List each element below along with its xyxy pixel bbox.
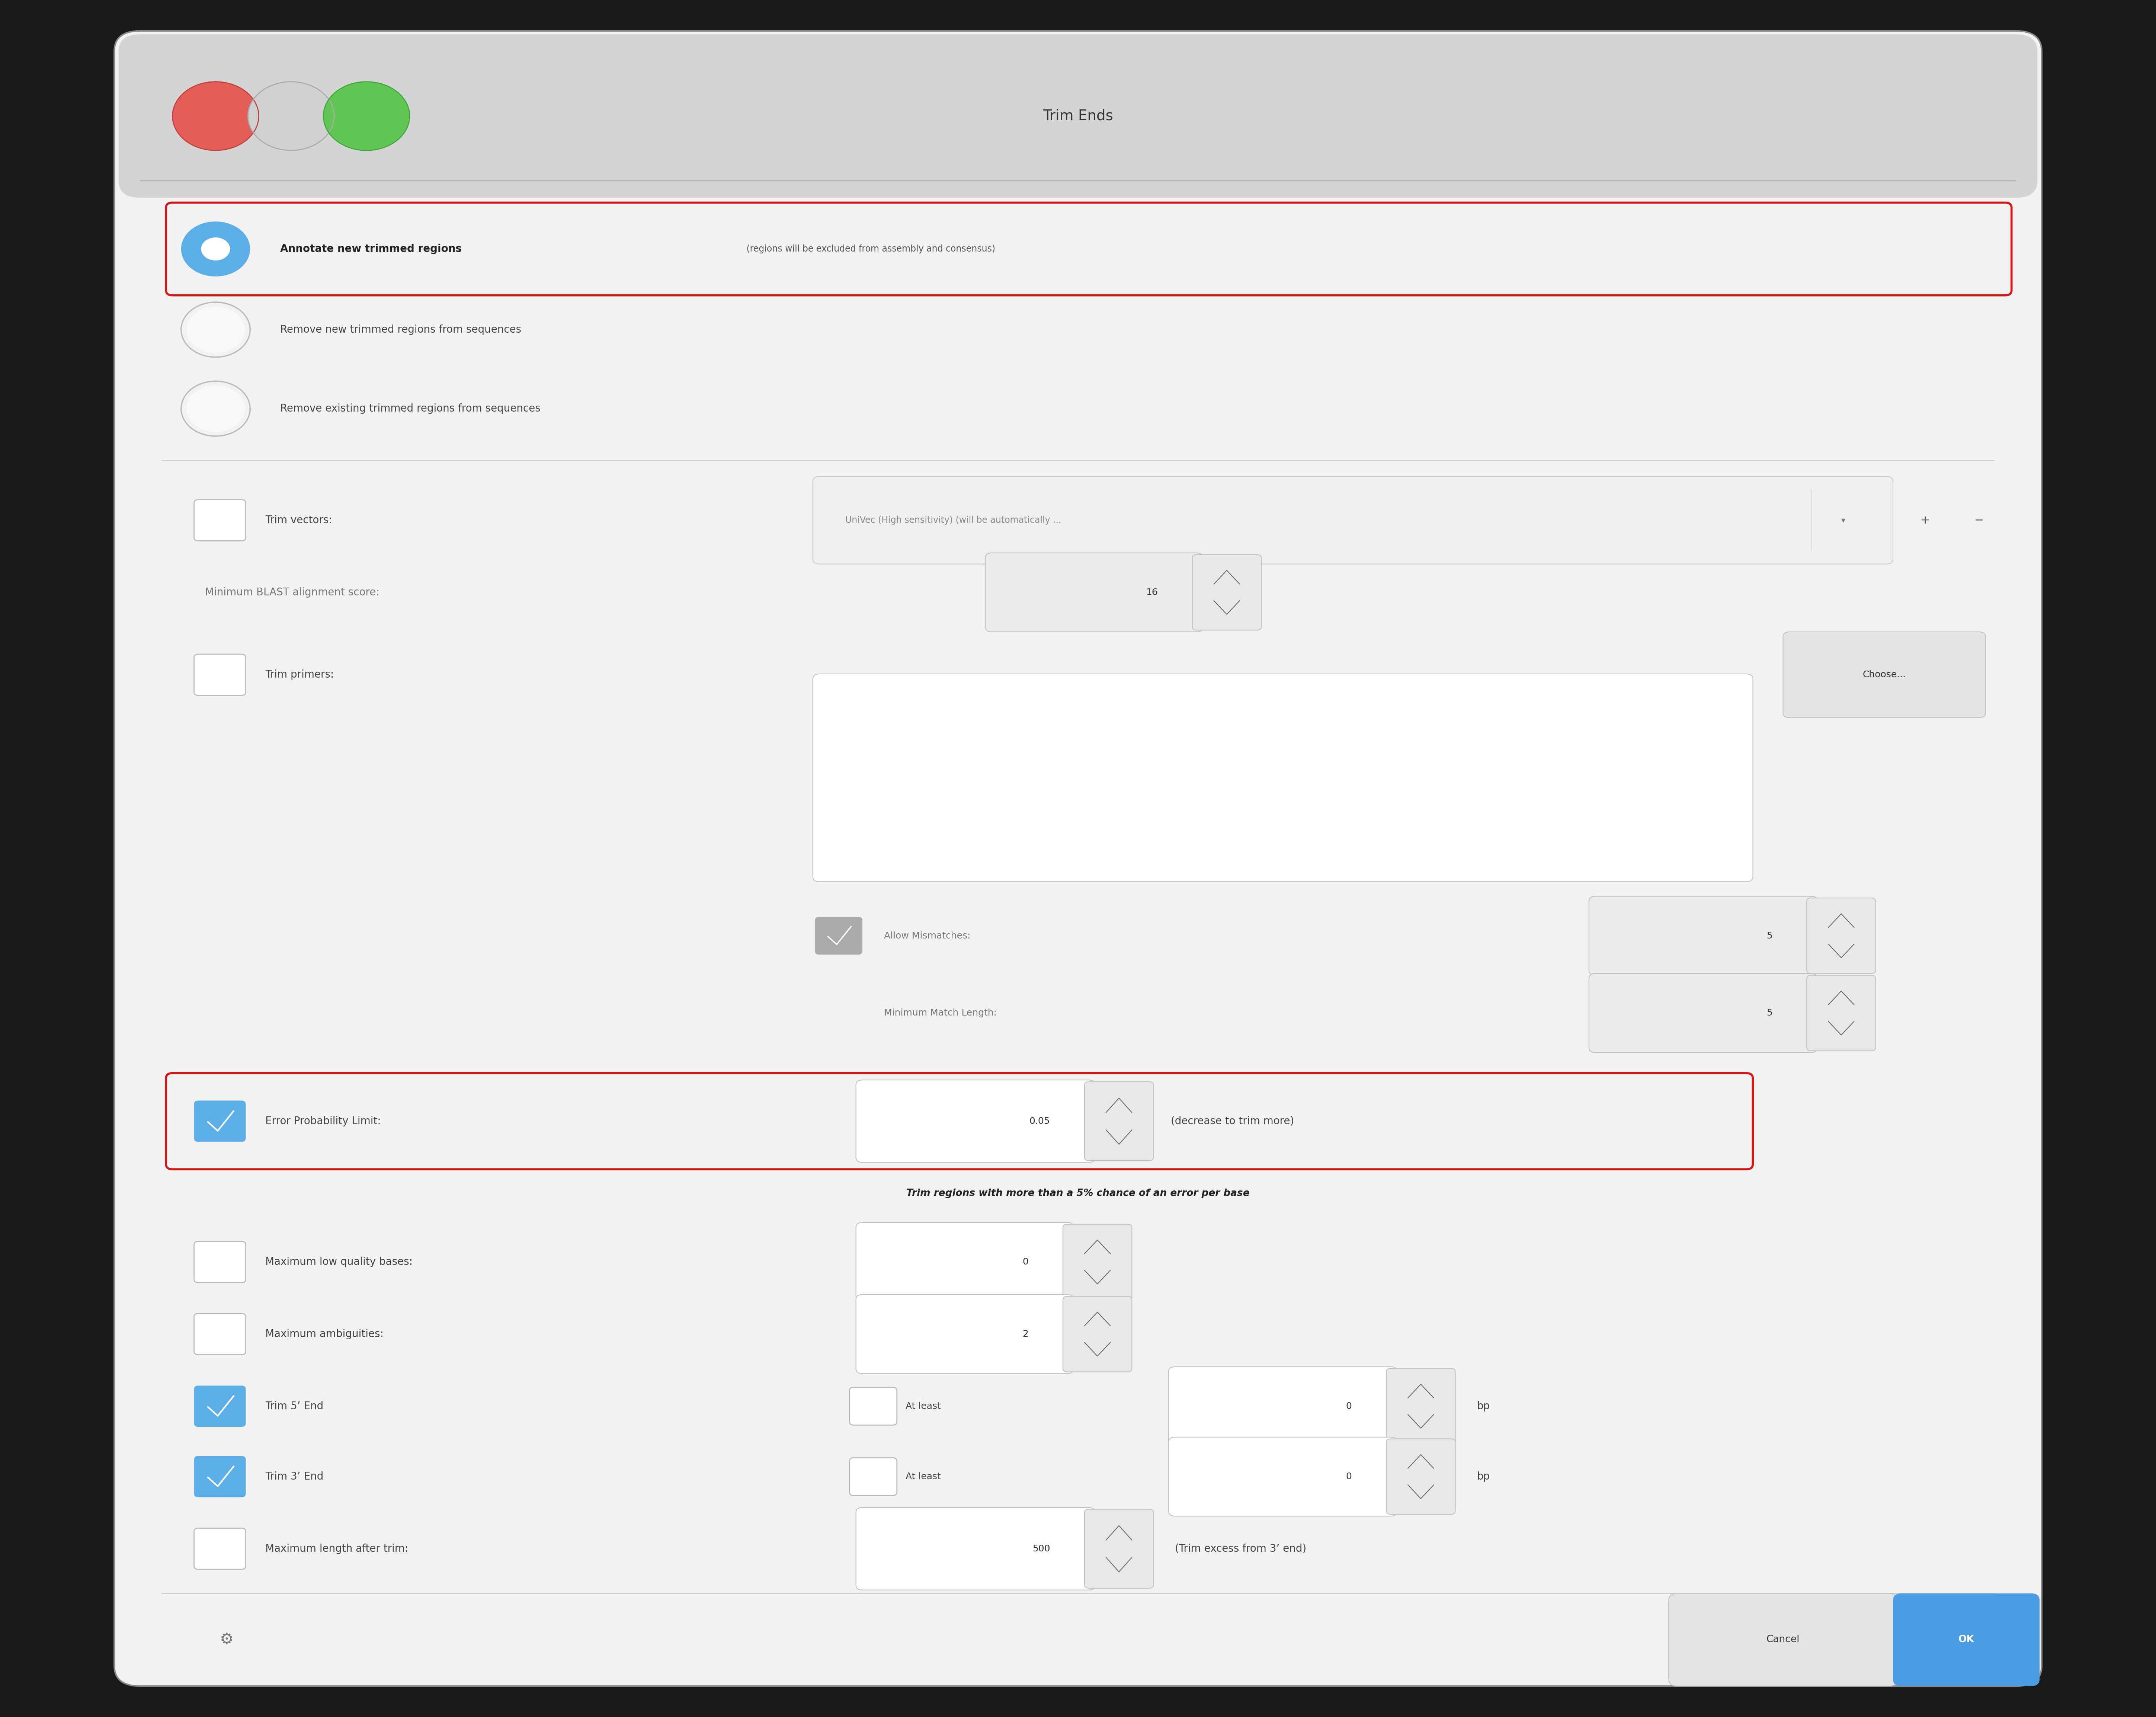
FancyBboxPatch shape	[1386, 1439, 1455, 1514]
Text: Minimum Match Length:: Minimum Match Length:	[884, 1008, 996, 1018]
Text: Annotate new trimmed regions: Annotate new trimmed regions	[280, 244, 461, 254]
FancyBboxPatch shape	[1169, 1367, 1397, 1446]
FancyBboxPatch shape	[985, 553, 1203, 632]
FancyBboxPatch shape	[1084, 1082, 1153, 1161]
Text: (Trim excess from 3’ end): (Trim excess from 3’ end)	[1175, 1544, 1307, 1554]
FancyBboxPatch shape	[1063, 1296, 1132, 1372]
Circle shape	[185, 306, 246, 354]
Text: +: +	[1921, 515, 1930, 525]
FancyBboxPatch shape	[856, 1508, 1095, 1590]
FancyBboxPatch shape	[1589, 974, 1818, 1053]
Text: Error Probability Limit:: Error Probability Limit:	[265, 1116, 382, 1126]
FancyBboxPatch shape	[194, 1314, 246, 1355]
Circle shape	[323, 82, 410, 151]
FancyBboxPatch shape	[849, 1387, 897, 1425]
FancyBboxPatch shape	[1807, 898, 1876, 974]
Text: (regions will be excluded from assembly and consensus): (regions will be excluded from assembly …	[744, 244, 996, 254]
FancyBboxPatch shape	[1084, 1509, 1153, 1588]
Text: 5: 5	[1766, 1008, 1772, 1018]
Text: Cancel: Cancel	[1766, 1635, 1800, 1645]
Text: −: −	[1975, 515, 1984, 525]
FancyBboxPatch shape	[1063, 1224, 1132, 1300]
Circle shape	[248, 82, 334, 151]
FancyBboxPatch shape	[856, 1295, 1074, 1374]
FancyBboxPatch shape	[194, 1386, 246, 1427]
Text: 16: 16	[1145, 587, 1158, 598]
FancyBboxPatch shape	[856, 1080, 1095, 1162]
FancyBboxPatch shape	[194, 1101, 246, 1142]
Text: Allow Mismatches:: Allow Mismatches:	[884, 931, 970, 941]
FancyBboxPatch shape	[194, 1456, 246, 1497]
Text: Trim 5’ End: Trim 5’ End	[265, 1401, 323, 1411]
FancyBboxPatch shape	[194, 654, 246, 695]
Text: (decrease to trim more): (decrease to trim more)	[1171, 1116, 1294, 1126]
FancyBboxPatch shape	[1386, 1368, 1455, 1444]
Text: 0: 0	[1345, 1401, 1352, 1411]
FancyBboxPatch shape	[849, 1458, 897, 1496]
Text: ⚙: ⚙	[220, 1631, 233, 1648]
Text: 0: 0	[1345, 1471, 1352, 1482]
Text: Trim 3’ End: Trim 3’ End	[265, 1471, 323, 1482]
Text: At least: At least	[906, 1471, 940, 1482]
Text: At least: At least	[906, 1401, 940, 1411]
FancyBboxPatch shape	[815, 917, 862, 955]
Text: Maximum length after trim:: Maximum length after trim:	[265, 1544, 407, 1554]
Text: 0: 0	[1022, 1257, 1028, 1267]
Circle shape	[185, 385, 246, 433]
FancyBboxPatch shape	[194, 1528, 246, 1569]
Text: Remove new trimmed regions from sequences: Remove new trimmed regions from sequence…	[280, 325, 522, 335]
Text: UniVec (High sensitivity) (will be automatically ...: UniVec (High sensitivity) (will be autom…	[845, 515, 1061, 525]
Text: Trim Ends: Trim Ends	[1044, 108, 1112, 124]
FancyBboxPatch shape	[1589, 896, 1818, 975]
Text: 500: 500	[1033, 1544, 1050, 1554]
FancyBboxPatch shape	[1669, 1593, 1897, 1686]
Text: Trim vectors:: Trim vectors:	[265, 515, 332, 525]
FancyBboxPatch shape	[813, 673, 1753, 883]
Text: Maximum low quality bases:: Maximum low quality bases:	[265, 1257, 412, 1267]
Text: Minimum BLAST alignment score:: Minimum BLAST alignment score:	[205, 587, 379, 598]
Circle shape	[181, 221, 250, 276]
Circle shape	[201, 237, 231, 261]
FancyBboxPatch shape	[1783, 632, 1986, 718]
FancyBboxPatch shape	[1807, 975, 1876, 1051]
Text: Trim regions with more than a 5% chance of an error per base: Trim regions with more than a 5% chance …	[906, 1188, 1250, 1198]
FancyBboxPatch shape	[856, 1223, 1074, 1301]
Text: 2: 2	[1022, 1329, 1028, 1339]
FancyBboxPatch shape	[119, 34, 2037, 197]
Text: Remove existing trimmed regions from sequences: Remove existing trimmed regions from seq…	[280, 403, 541, 414]
Text: Maximum ambiguities:: Maximum ambiguities:	[265, 1329, 384, 1339]
Circle shape	[172, 82, 259, 151]
Text: 5: 5	[1766, 931, 1772, 941]
Text: bp: bp	[1477, 1471, 1490, 1482]
Text: 0.05: 0.05	[1028, 1116, 1050, 1126]
Text: ▾: ▾	[1841, 517, 1846, 524]
FancyBboxPatch shape	[1169, 1437, 1397, 1516]
FancyBboxPatch shape	[194, 500, 246, 541]
Text: Trim primers:: Trim primers:	[265, 670, 334, 680]
FancyBboxPatch shape	[194, 1241, 246, 1283]
FancyBboxPatch shape	[1893, 1593, 2040, 1686]
FancyBboxPatch shape	[813, 476, 1893, 563]
Text: OK: OK	[1958, 1635, 1975, 1645]
FancyBboxPatch shape	[114, 31, 2042, 1686]
Text: bp: bp	[1477, 1401, 1490, 1411]
FancyBboxPatch shape	[1192, 555, 1261, 630]
Text: Choose...: Choose...	[1863, 670, 1906, 680]
